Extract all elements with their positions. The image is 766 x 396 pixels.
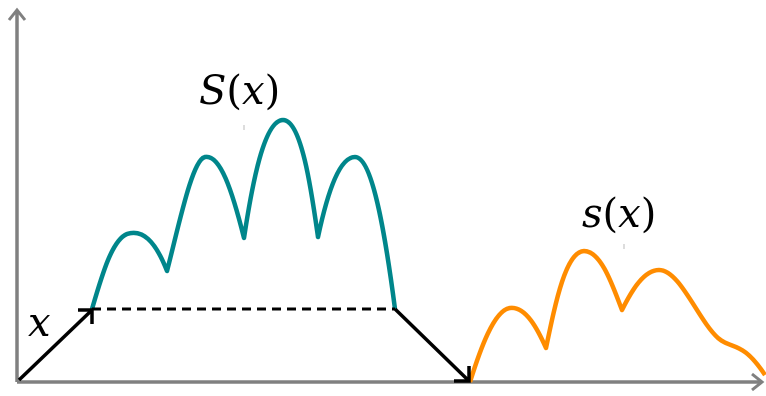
- small-curve-label-name: s: [582, 191, 603, 237]
- arrow-x-shift: [17, 308, 94, 382]
- x-label: x: [28, 300, 51, 346]
- axes: [7, 7, 765, 392]
- small-curve-label-close-paren: ): [641, 191, 657, 237]
- small-curve: [467, 248, 766, 383]
- y-axis-arrowhead: [7, 7, 27, 21]
- big-curve-label-name: S: [199, 68, 226, 114]
- small-curve-label-arg: x: [618, 191, 641, 237]
- arrow-x-shift-head: [78, 308, 94, 324]
- arrow-transfer: [393, 307, 471, 383]
- x-axis-arrowhead: [751, 372, 765, 392]
- x-label-text: x: [28, 300, 51, 346]
- big-curve-label-arg: x: [242, 68, 265, 114]
- small-curve-label-open-paren: (: [603, 191, 619, 237]
- big-curve-label-close-paren: ): [265, 68, 281, 114]
- big-curve-label-open-paren: (: [226, 68, 242, 114]
- big-curve-label: S(x): [199, 68, 280, 114]
- big-curve: [89, 117, 398, 310]
- small-curve-label: s(x): [582, 191, 656, 237]
- arrow-transfer-head: [454, 366, 471, 383]
